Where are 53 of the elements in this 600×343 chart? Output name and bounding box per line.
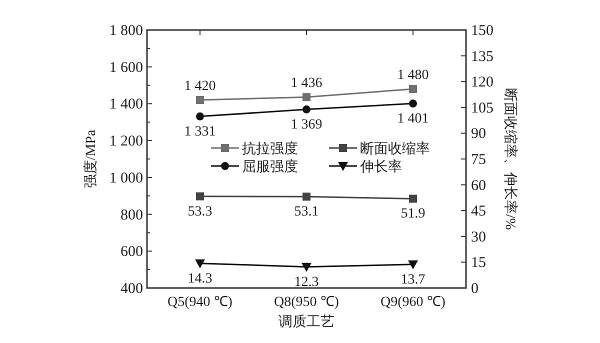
data-label: 51.9 (400, 206, 426, 222)
data-label: 53.1 (294, 204, 319, 220)
legend-label: 屈服强度 (242, 159, 298, 175)
y2-tick-label: 135 (471, 48, 494, 65)
y2-tick-label: 30 (471, 229, 486, 246)
y2-tick-label: 105 (471, 100, 494, 116)
legend-label: 伸长率 (359, 159, 402, 175)
y-tick-label: 1 000 (109, 170, 143, 186)
x-tick-label: Q9(960 ℃) (380, 295, 446, 310)
y2-tick-label: 60 (471, 178, 486, 194)
y-tick-label: 1 600 (109, 60, 143, 76)
y2-tick-label: 75 (471, 152, 486, 168)
y2-tick-label: 120 (471, 74, 494, 91)
y-tick-label: 1 400 (109, 96, 143, 113)
data-label: 1 369 (290, 117, 322, 132)
point (195, 259, 205, 268)
y-tick-label: 400 (120, 281, 143, 297)
point (302, 93, 310, 102)
data-label: 12.3 (294, 274, 319, 290)
x-axis-title: 调质工艺 (278, 314, 334, 330)
point (408, 260, 418, 270)
y-tick-label: 600 (120, 244, 143, 260)
y2-tick-label: 150 (471, 23, 494, 39)
y-tick-label: 1 200 (109, 134, 143, 150)
y-tick-label: 800 (120, 207, 143, 224)
data-label: 1 420 (184, 79, 216, 94)
x-tick-label: Q5(940 ℃) (168, 295, 233, 310)
y2-tick-label: 15 (471, 255, 486, 272)
data-label: 1 436 (290, 76, 322, 92)
data-label: 14.3 (188, 271, 212, 286)
point (409, 100, 417, 108)
data-label: 1 401 (397, 112, 429, 127)
legend-label: 抗拉强度 (242, 141, 298, 157)
data-label: 13.7 (400, 272, 426, 288)
x-tick-label: Q8(950 ℃) (274, 295, 340, 310)
point (196, 192, 204, 200)
y2-tick-label: 45 (471, 204, 486, 220)
y-tick-label: 1 800 (109, 23, 143, 39)
legend-label: 断面收缩率 (360, 141, 430, 157)
point (302, 192, 310, 201)
y-axis-title: 强度/MPa (83, 129, 99, 188)
point (409, 84, 417, 93)
point (302, 262, 312, 272)
data-label: 1 331 (184, 124, 216, 140)
point (302, 105, 310, 114)
point (196, 96, 204, 104)
point (409, 194, 417, 203)
y2-tick-label: 0 (471, 281, 478, 297)
point (196, 112, 204, 120)
y2-axis-title: 断面收缩率、伸长率/% (502, 88, 518, 230)
y2-tick-label: 90 (471, 126, 486, 142)
data-label: 1 480 (397, 68, 429, 83)
data-label: 53.3 (188, 204, 212, 220)
